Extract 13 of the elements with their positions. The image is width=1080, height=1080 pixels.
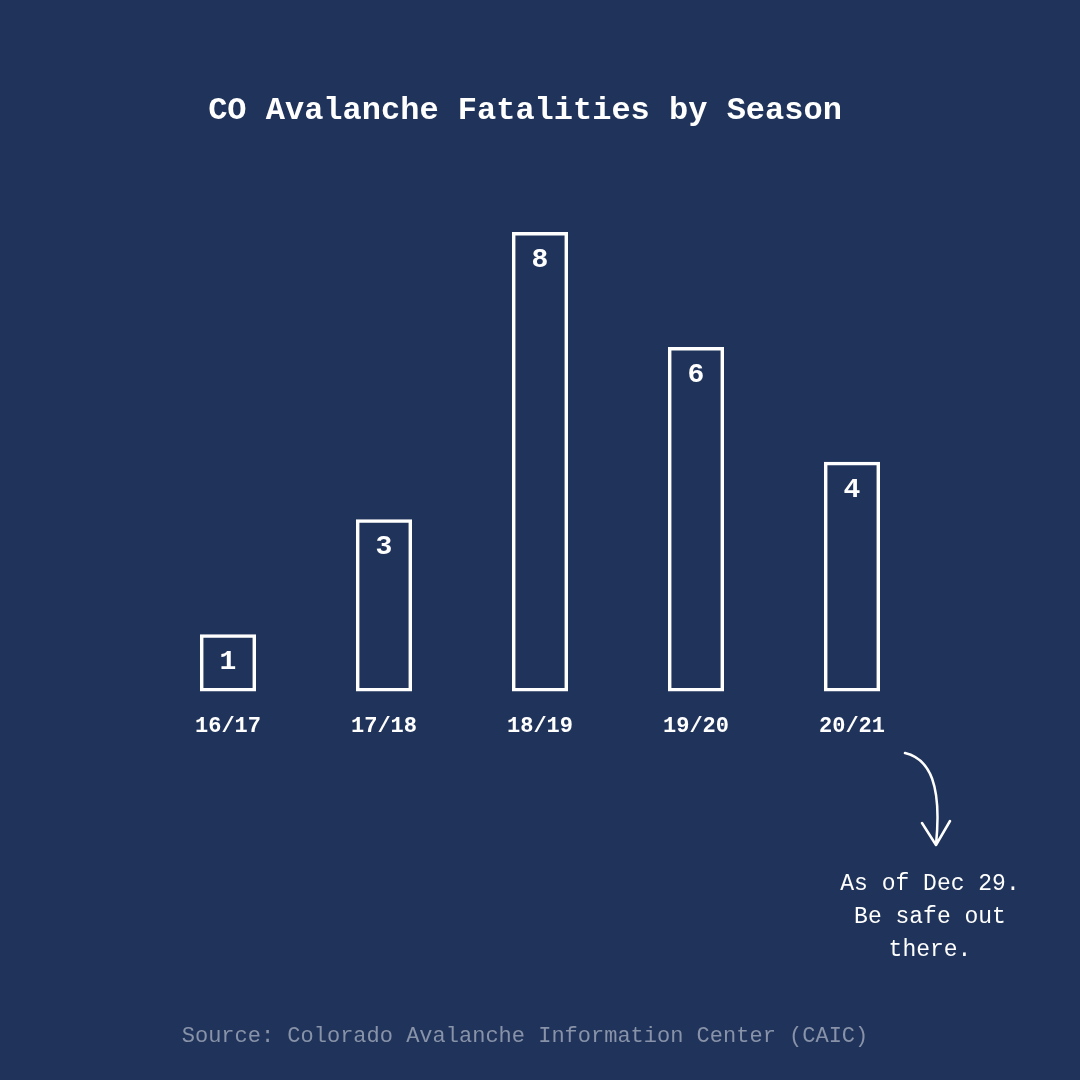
x-tick-label: 18/19 xyxy=(506,714,574,740)
x-tick-label: 20/21 xyxy=(818,714,886,740)
text: As of Dec 29. Be safe out there. xyxy=(839,870,1021,965)
x-tick-label: 16/17 xyxy=(194,714,262,740)
data-label: 1 xyxy=(219,646,237,678)
data-label: 6 xyxy=(687,358,705,390)
x-tick-label: 17/18 xyxy=(350,714,418,740)
chart-title: CO Avalanche Fatalities by Season xyxy=(207,92,843,129)
data-label: 8 xyxy=(531,244,549,276)
x-tick-label: 19/20 xyxy=(662,714,730,740)
source-note: Source: Colorado Avalanche Information Center (CAIC) xyxy=(180,1024,870,1049)
data-label: 4 xyxy=(843,473,861,505)
data-label: 3 xyxy=(375,531,393,563)
